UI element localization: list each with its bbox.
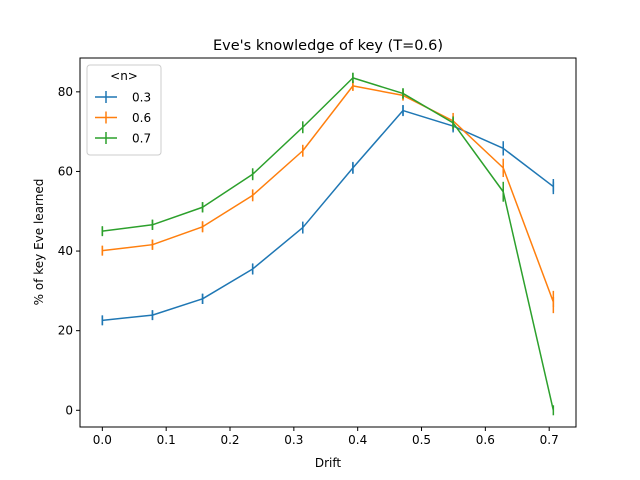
x-tick-label: 0.0: [93, 433, 112, 447]
series-line: [102, 85, 555, 303]
x-tick-label: 0.4: [348, 433, 367, 447]
legend-label: 0.6: [132, 111, 151, 125]
series-0.3: [101, 104, 555, 326]
axis-ticks: 0.0 0.1 0.2 0.3 0.4 0.5 0.6 0.7 0 20 40 60 80: [58, 85, 559, 447]
series-0.7: [101, 72, 555, 416]
y-tick-label: 20: [58, 324, 73, 338]
chart-title: Eve's knowledge of key (T=0.6): [213, 38, 443, 54]
legend-label: 0.7: [132, 132, 151, 146]
plot-frame: [79, 57, 577, 428]
x-axis-label: Drift: [315, 456, 342, 470]
legend-entry: 0.7: [95, 132, 151, 146]
y-tick-label: 40: [58, 244, 73, 258]
series-line: [102, 109, 554, 322]
x-tick-label: 0.6: [476, 433, 495, 447]
x-tick-label: 0.2: [220, 433, 239, 447]
y-tick-label: 80: [58, 85, 73, 99]
x-tick-label: 0.1: [157, 433, 176, 447]
legend-entry: 0.3: [95, 91, 151, 105]
x-tick-label: 0.7: [540, 433, 559, 447]
y-tick-label: 60: [58, 164, 73, 178]
y-tick-label: 0: [65, 403, 73, 417]
legend-label: 0.3: [132, 91, 151, 105]
y-axis-label: % of key Eve learned: [32, 179, 46, 306]
legend-entry: 0.6: [95, 111, 151, 125]
legend-title: <n>: [110, 69, 138, 83]
series-layer: [101, 72, 555, 416]
legend: <n> 0.3 0.6 0.7: [86, 64, 162, 156]
x-tick-label: 0.5: [412, 433, 431, 447]
series-line: [102, 77, 555, 411]
x-tick-label: 0.3: [284, 433, 303, 447]
series-0.6: [101, 80, 555, 314]
